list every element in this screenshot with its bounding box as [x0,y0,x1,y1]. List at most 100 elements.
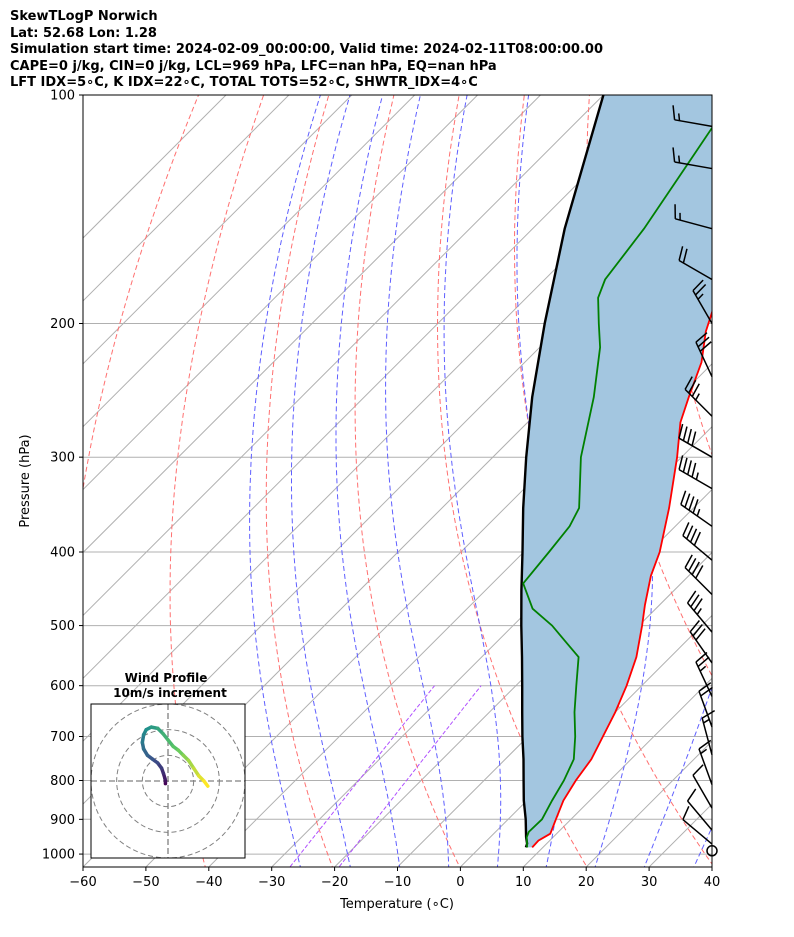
dry-adiabat-line [719,0,794,886]
wind-barb [680,490,713,527]
wind-barb-full [691,431,697,446]
wind-barb-full [680,490,687,505]
isotherm-line [83,95,416,428]
wind-barb-shaft [678,468,713,490]
wind-barb-full [678,246,684,261]
x-tick-label: 40 [704,875,721,890]
wind-barb [672,105,713,128]
x-tick-label: −60 [69,875,96,890]
isotherm-line [83,95,605,617]
wind-barb-half [696,608,702,615]
mixing-ratio-line [338,685,482,867]
x-tick-label: 30 [641,875,658,890]
wind-barb-half [678,155,681,163]
wind-barb-shaft [680,503,713,527]
wind-barb-half [696,508,701,517]
wind-barb-full [687,428,693,444]
moist-adiabat-line [385,95,450,867]
wind-barb-shaft [678,437,713,458]
wind-barb-full [686,525,694,540]
hodograph-frame [90,703,246,859]
chart-title: SkewTLogP Norwich Lat: 52.68 Lon: 1.28 S… [10,9,603,92]
wind-barb-full [684,493,691,508]
wind-barb-full [691,561,700,576]
wind-barb-full [695,332,708,343]
wind-barb-full [689,620,700,633]
temperature-profile-line [531,309,712,849]
wind-barb-shaft [692,774,713,809]
dry-adiabat-line [354,95,461,867]
title-line-station: SkewTLogP Norwich [10,9,158,24]
wind-barb-shaft [684,567,713,596]
wind-barb-shaft [675,218,713,230]
wind-barb-full [682,457,688,473]
isotherm-line [270,425,712,867]
wind-barb-full [687,460,693,475]
y-tick-label: 100 [50,89,75,104]
parcel-profile-line [520,95,605,848]
wind-barb-full [686,590,697,604]
moist-adiabat-line [693,826,712,867]
wind-barb-shaft [674,161,713,170]
x-tick-label: 0 [456,875,464,890]
wind-barb-full [691,462,697,478]
y-tick-label: 800 [50,774,75,789]
wind-barb-shaft [682,819,713,845]
x-tick-label: 10 [515,875,532,890]
y-tick-label: 200 [50,317,75,332]
wind-barb-full [692,279,704,292]
wind-barb-shaft [695,661,713,697]
wind-barb [692,279,713,324]
wind-barb-full [700,686,713,697]
moist-adiabat-line [335,95,401,867]
wind-barb [682,806,713,845]
wind-barb-full [692,624,703,637]
wind-barb [698,682,713,728]
wind-barb-full [684,554,693,568]
y-tick-label: 500 [50,619,75,634]
wind-barb-full [678,423,684,439]
wind-barb [695,332,713,377]
wind-barb-full [694,283,707,296]
wind-barb-shaft [674,119,713,128]
wind-barb [674,204,713,230]
wind-barb-full [678,455,684,470]
wind-barb-shaft [686,800,713,831]
moist-adiabat-line [291,95,351,867]
isotherm-line [333,488,712,867]
isotherm-line [522,677,712,867]
wind-barb-shaft [701,717,713,756]
wind-barb-half [678,113,681,121]
y-tick-label: 300 [50,451,75,466]
x-tick-label: 20 [578,875,595,890]
moist-adiabat-line [443,95,502,867]
wind-barb [692,764,713,809]
wind-barb-full [682,426,688,441]
wind-barb-full [688,496,695,511]
wind-barb-full [699,341,712,352]
wind-barb-shaft [678,259,713,281]
wind-barb-full [698,682,712,692]
wind-barb-full [693,531,702,546]
wind-barb-full [672,147,676,163]
wind-barb-full [672,105,676,120]
x-tick-label: −10 [384,875,411,890]
dry-adiabat-line [436,95,588,867]
moist-adiabat-line [643,685,712,867]
hodograph-segment [202,779,210,788]
wind-barb-full [684,376,693,390]
wind-barb [678,423,713,458]
wind-barb-shaft [682,535,713,561]
y-tick-label: 1000 [42,848,75,863]
y-tick-label: 400 [50,546,75,561]
y-tick-label: 600 [50,679,75,694]
wind-barb-full [688,379,697,394]
wind-barb [689,620,713,664]
wind-barb-half [697,293,704,300]
mixing-ratio-line [289,685,435,867]
wind-barb [684,376,713,417]
isotherm-line [83,95,542,554]
wind-barb [672,147,713,170]
x-tick-label: −40 [195,875,222,890]
